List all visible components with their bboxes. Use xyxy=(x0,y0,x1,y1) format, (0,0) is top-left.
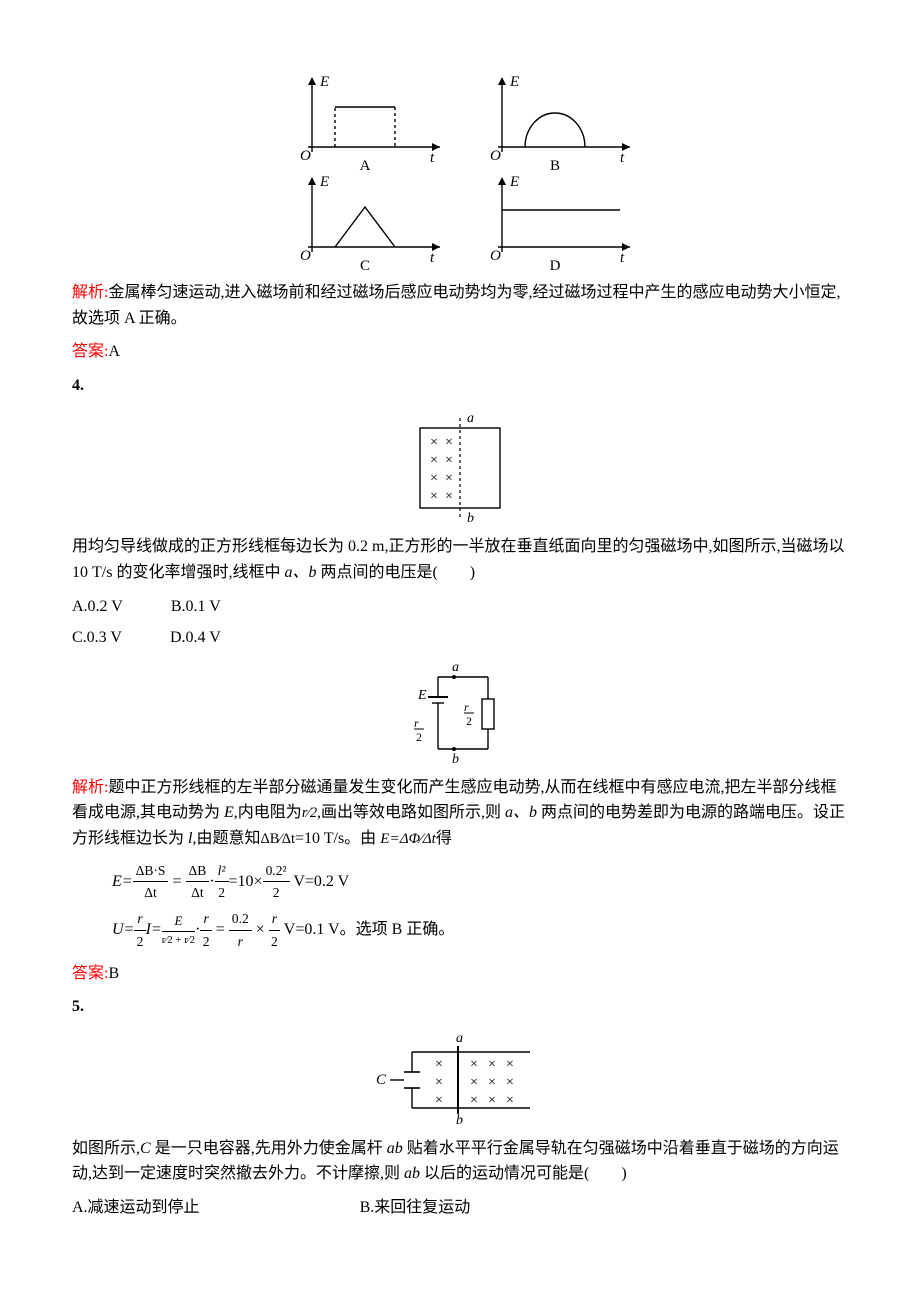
svg-text:O: O xyxy=(300,248,311,264)
q4-opt-a: A.0.2 V xyxy=(72,594,123,620)
svg-text:×: × xyxy=(488,1075,496,1090)
svg-text:b: b xyxy=(452,752,459,767)
q4-opt-d: D.0.4 V xyxy=(170,625,221,651)
svg-text:E: E xyxy=(319,174,329,190)
svg-text:E: E xyxy=(417,688,427,703)
q3-answer: 答案:A xyxy=(72,339,848,365)
svg-text:×: × xyxy=(488,1093,496,1108)
et-diagrams: E O t A E O t B xyxy=(72,72,848,272)
q4-circuit: a b E r 2 r 2 xyxy=(72,657,848,767)
q3-answer-value: A xyxy=(108,343,120,360)
q4-answer: 答案:B xyxy=(72,961,848,987)
svg-text:×: × xyxy=(470,1057,478,1072)
svg-text:C: C xyxy=(360,258,370,272)
svg-text:t: t xyxy=(430,250,435,266)
svg-text:E: E xyxy=(509,174,519,190)
svg-text:O: O xyxy=(490,148,501,164)
svg-text:×: × xyxy=(430,435,438,450)
svg-text:B: B xyxy=(550,158,560,174)
svg-text:×: × xyxy=(445,471,453,486)
q4-formula2: U=r2I=Er⁄2 + r⁄2·r2 = 0.2r × r2 V=0.1 V。… xyxy=(112,908,848,953)
svg-text:×: × xyxy=(470,1075,478,1090)
svg-text:×: × xyxy=(506,1057,514,1072)
svg-text:E: E xyxy=(509,74,519,90)
svg-text:a: a xyxy=(456,1031,463,1046)
svg-text:×: × xyxy=(430,489,438,504)
svg-text:a: a xyxy=(467,411,474,426)
svg-text:O: O xyxy=(490,248,501,264)
q4-options-row1: A.0.2 V B.0.1 V xyxy=(72,594,848,620)
svg-text:E: E xyxy=(319,74,329,90)
q4-stem: 用均匀导线做成的正方形线框每边长为 0.2 m,正方形的一半放在垂直纸面向里的匀… xyxy=(72,534,848,585)
svg-text:C: C xyxy=(376,1072,387,1088)
answer-label: 答案: xyxy=(72,343,108,360)
svg-text:×: × xyxy=(445,453,453,468)
svg-text:A: A xyxy=(360,158,371,174)
q4-number: 4. xyxy=(72,373,848,399)
svg-text:×: × xyxy=(506,1075,514,1090)
q3-analysis: 解析:金属棒匀速运动,进入磁场前和经过磁场后感应电动势均为零,经过磁场过程中产生… xyxy=(72,280,848,331)
q5-opt-b: B.来回往复运动 xyxy=(360,1195,471,1221)
q5-diagram: a b C × × × × × × × × × × × × xyxy=(72,1028,848,1128)
q3-analysis-text: 金属棒匀速运动,进入磁场前和经过磁场后感应电动势均为零,经过磁场过程中产生的感应… xyxy=(72,284,840,327)
q5-stem: 如图所示,C 是一只电容器,先用外力使金属杆 ab 贴着水平平行金属导轨在匀强磁… xyxy=(72,1136,848,1187)
svg-text:D: D xyxy=(550,258,561,272)
svg-text:2: 2 xyxy=(466,714,472,728)
q5-opt-a: A.减速运动到停止 xyxy=(72,1195,200,1221)
svg-text:b: b xyxy=(467,511,474,526)
svg-text:×: × xyxy=(488,1057,496,1072)
svg-text:2: 2 xyxy=(416,730,422,744)
q4-formula1: E=ΔB·SΔt = ΔBΔt·l²2=10×0.2²2 V=0.2 V xyxy=(112,860,848,905)
q4-opt-c: C.0.3 V xyxy=(72,625,122,651)
q4-opt-b: B.0.1 V xyxy=(171,594,221,620)
svg-text:×: × xyxy=(435,1075,443,1090)
svg-text:×: × xyxy=(430,471,438,486)
svg-text:×: × xyxy=(445,435,453,450)
svg-text:t: t xyxy=(430,150,435,166)
svg-text:×: × xyxy=(506,1093,514,1108)
svg-text:t: t xyxy=(620,250,625,266)
q4-options-row2: C.0.3 V D.0.4 V xyxy=(72,625,848,651)
svg-text:a: a xyxy=(452,660,459,675)
svg-text:×: × xyxy=(445,489,453,504)
svg-text:×: × xyxy=(470,1093,478,1108)
q4-analysis: 解析:题中正方形线框的左半部分磁通量发生变化而产生感应电动势,从而在线框中有感应… xyxy=(72,775,848,852)
q5-number: 5. xyxy=(72,994,848,1020)
svg-text:×: × xyxy=(435,1093,443,1108)
q5-options: A.减速运动到停止 B.来回往复运动 xyxy=(72,1195,848,1221)
svg-text:×: × xyxy=(435,1057,443,1072)
q4-diagram: a b × × × × × × × × xyxy=(72,406,848,526)
svg-text:r: r xyxy=(464,700,469,714)
svg-text:b: b xyxy=(456,1113,463,1128)
svg-text:r: r xyxy=(414,716,419,730)
svg-text:t: t xyxy=(620,150,625,166)
svg-text:×: × xyxy=(430,453,438,468)
svg-text:O: O xyxy=(300,148,311,164)
analysis-label: 解析: xyxy=(72,284,108,301)
